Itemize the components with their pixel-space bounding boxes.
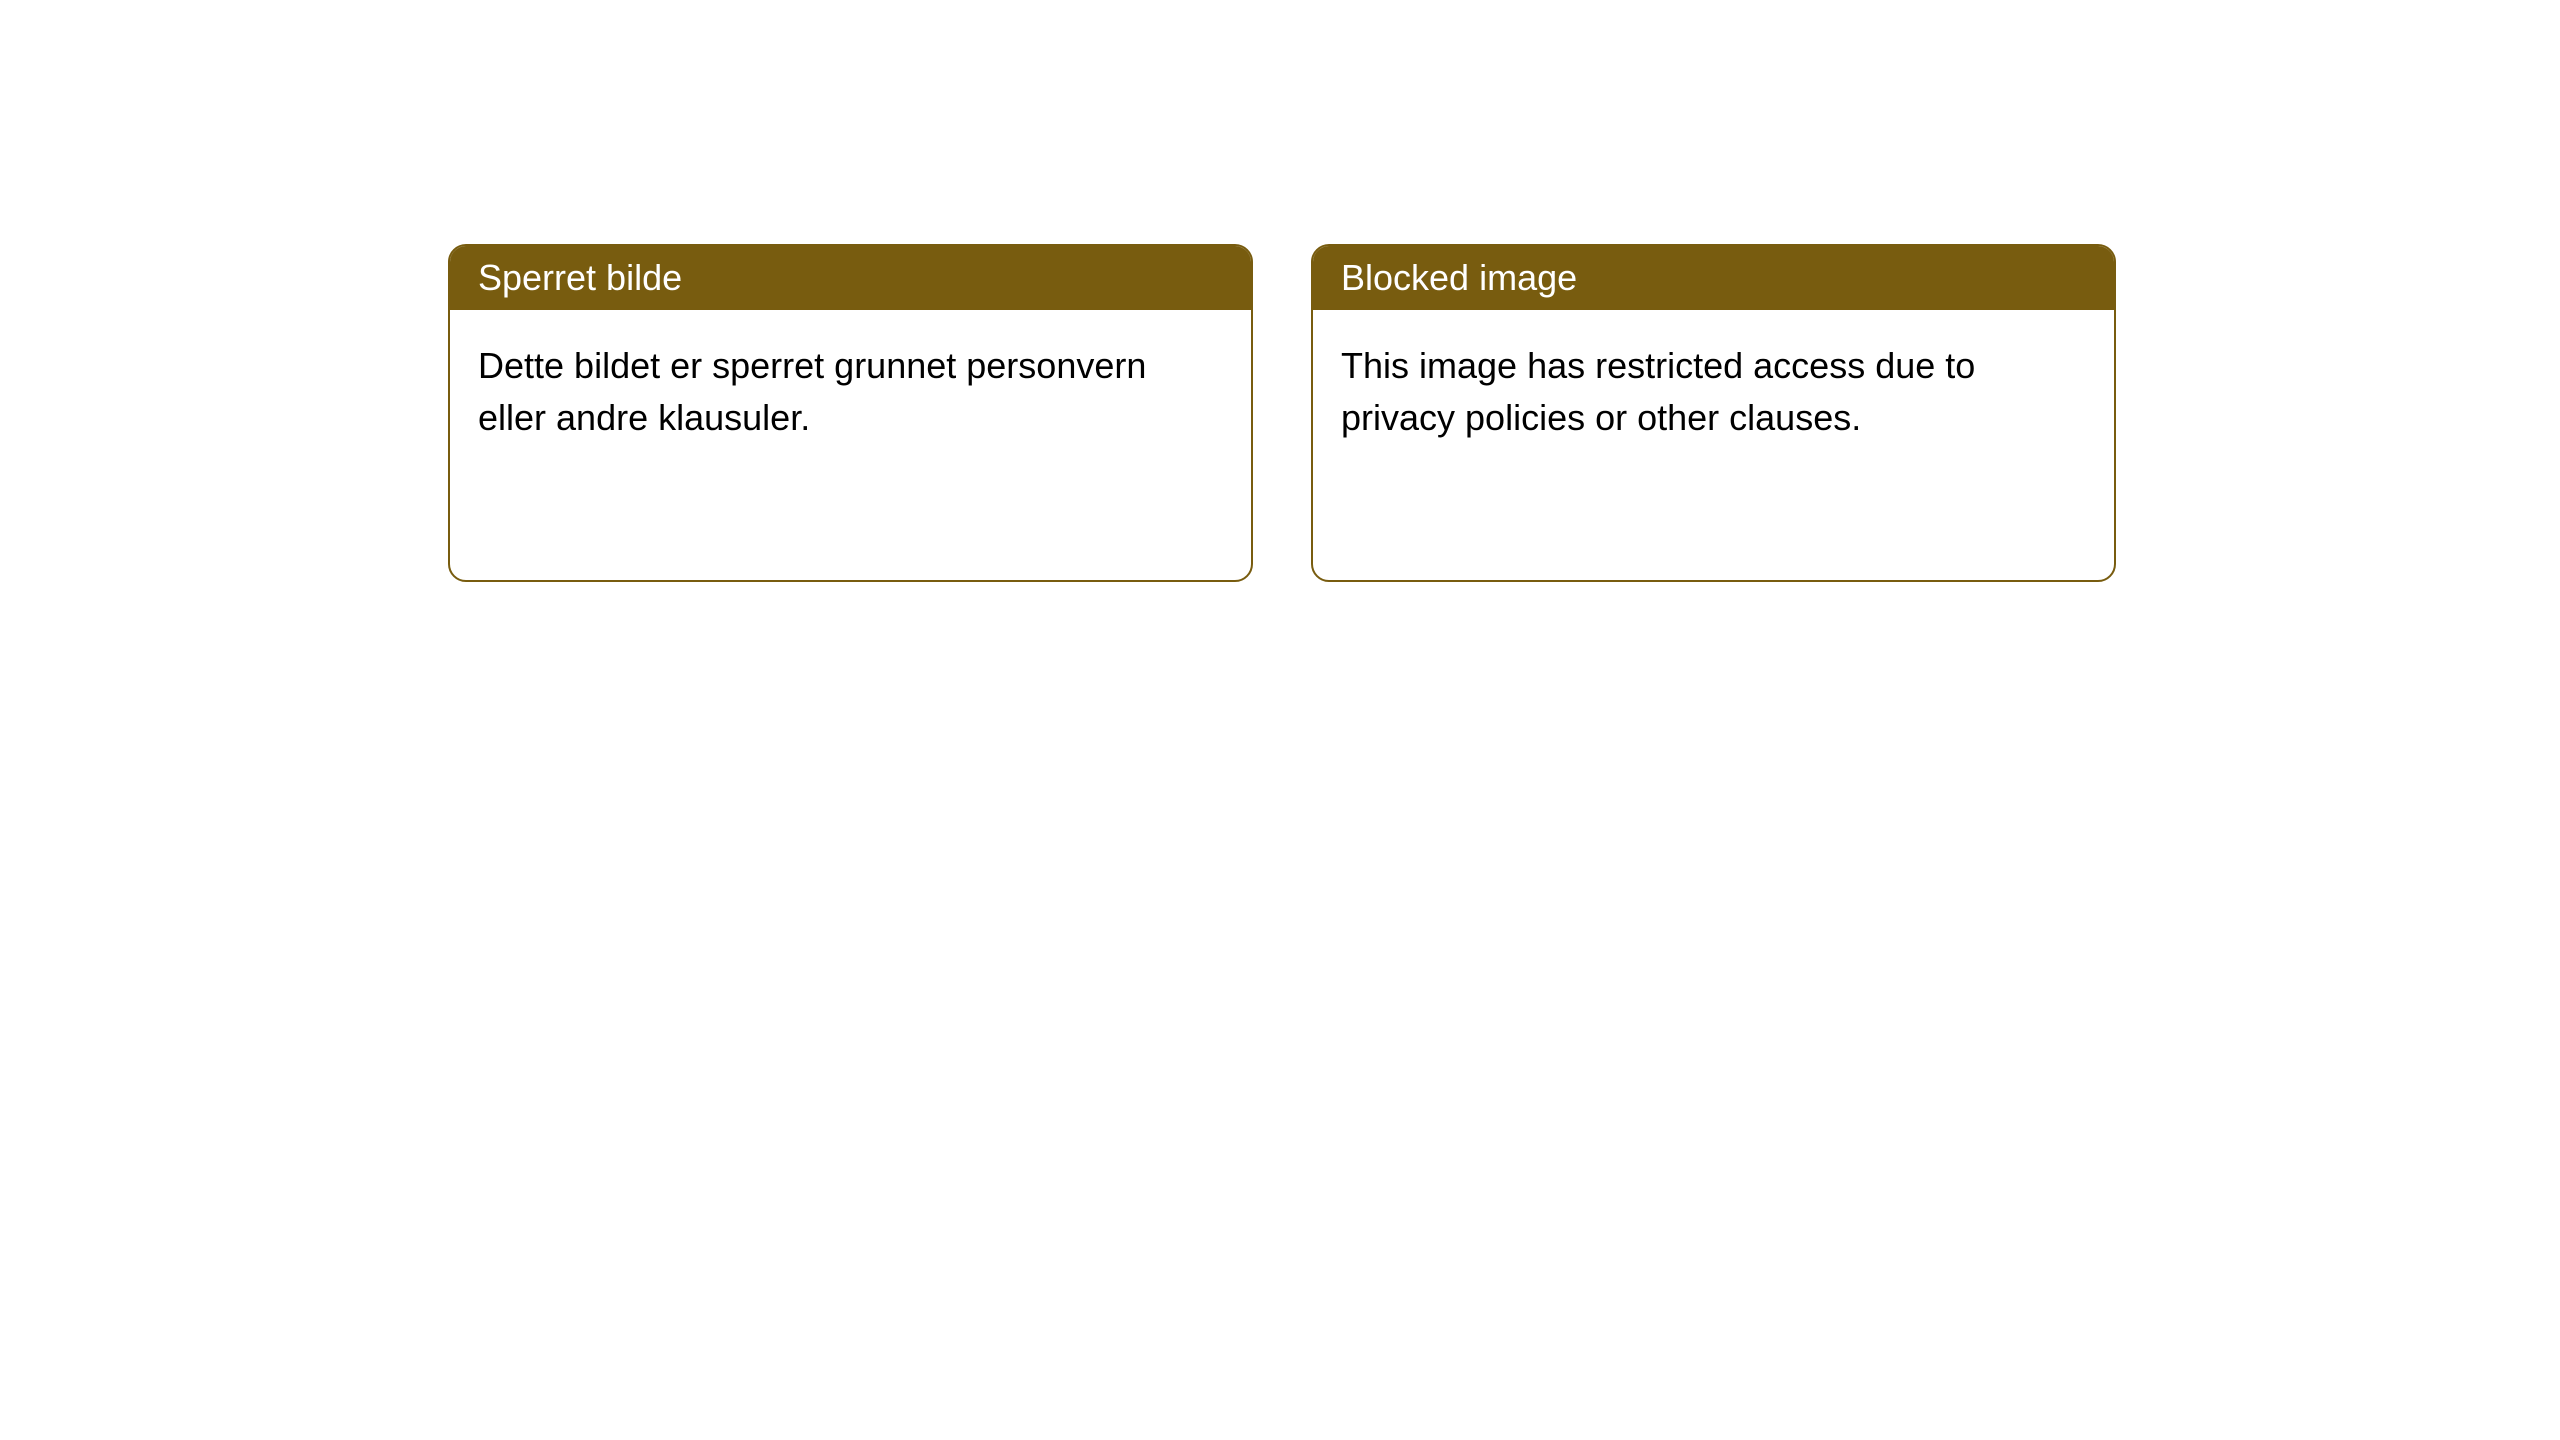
notice-title: Blocked image [1341,257,1577,298]
notice-body: Dette bildet er sperret grunnet personve… [450,310,1251,474]
notice-container: Sperret bilde Dette bildet er sperret gr… [0,0,2560,582]
notice-header: Sperret bilde [450,246,1251,310]
notice-body-text: Dette bildet er sperret grunnet personve… [478,345,1146,438]
notice-body: This image has restricted access due to … [1313,310,2114,474]
notice-body-text: This image has restricted access due to … [1341,345,1975,438]
notice-title: Sperret bilde [478,257,682,298]
notice-box-norwegian: Sperret bilde Dette bildet er sperret gr… [448,244,1253,582]
notice-header: Blocked image [1313,246,2114,310]
notice-box-english: Blocked image This image has restricted … [1311,244,2116,582]
